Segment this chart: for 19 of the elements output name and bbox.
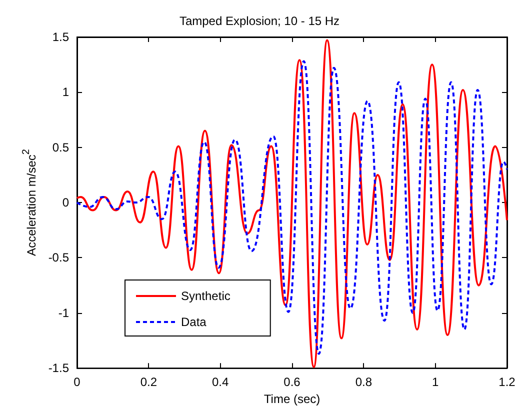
y-tick-label: 1 (62, 85, 70, 100)
legend-label: Synthetic (181, 289, 230, 303)
y-tick-label: 0.5 (52, 140, 70, 154)
x-tick-label: 0.4 (212, 375, 229, 390)
y-tick-label: -0.5 (48, 250, 70, 265)
legend-label: Data (181, 315, 207, 329)
x-tick-label: 1 (432, 375, 439, 390)
x-axis-title: Time (sec) (264, 392, 320, 406)
y-tick-label: 1.5 (52, 30, 70, 44)
x-tick-label: 0 (74, 375, 81, 390)
y-axis-title: Acceleration m/sec2 (20, 148, 38, 256)
x-tick-label: 0.8 (355, 375, 372, 390)
chart-title: Tamped Explosion; 10 - 15 Hz (179, 14, 340, 28)
x-tick-label: 0.2 (140, 375, 158, 390)
x-tick-label: 0.6 (284, 375, 301, 390)
y-tick-label: -1.5 (48, 361, 70, 376)
y-tick-label: 0 (62, 196, 70, 210)
x-tick-label: 1.2 (498, 375, 516, 390)
y-tick-label: -1 (58, 306, 70, 320)
